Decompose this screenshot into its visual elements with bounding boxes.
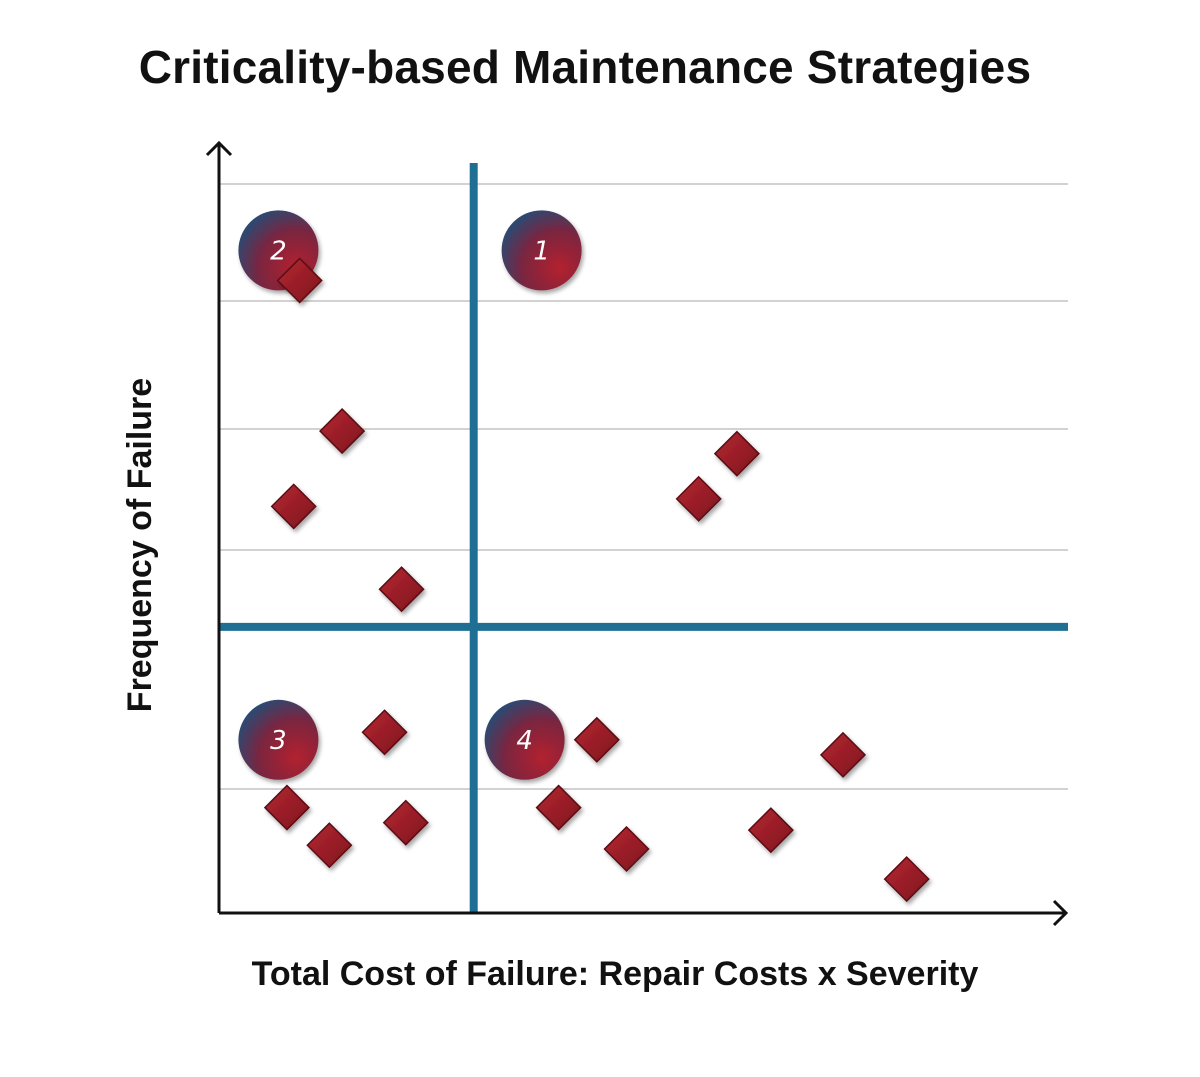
data-point-4: [378, 566, 425, 613]
data-point-15: [747, 807, 794, 854]
quadrant-badge-1: 1: [501, 210, 582, 291]
y-axis-arrow: [205, 140, 233, 157]
data-point-8: [263, 784, 310, 831]
data-point-11: [573, 716, 620, 763]
quadrant-badge-label: 3: [270, 726, 287, 756]
quadrant-dividers: [219, 163, 1068, 913]
data-point-6: [675, 475, 722, 522]
quadrant-badge-4: 4: [484, 699, 565, 780]
data-point-9: [306, 822, 353, 869]
quadrant-badge-circle: [484, 699, 565, 780]
x-axis-arrow: [1052, 899, 1069, 927]
chart-title: Criticality-based Maintenance Strategies: [138, 41, 1032, 93]
quadrant-badge-label: 4: [516, 726, 533, 756]
quadrant-badge-label: 1: [533, 236, 550, 266]
quadrant-badge-label: 2: [270, 236, 287, 266]
data-point-1: [276, 257, 323, 304]
data-point-2: [319, 408, 366, 455]
axes: [205, 140, 1069, 927]
y-axis-label: Frequency of Failure: [121, 377, 159, 713]
data-point-10: [382, 799, 429, 846]
quadrant-badges: 1 2 3 4: [238, 210, 582, 780]
data-points: [263, 257, 930, 903]
data-point-12: [535, 784, 582, 831]
data-point-14: [819, 731, 867, 778]
data-point-5: [713, 430, 760, 477]
quadrant-badge-circle: [238, 699, 319, 780]
data-point-16: [883, 856, 930, 903]
data-point-7: [361, 709, 408, 756]
quadrant-badge-3: 3: [238, 699, 319, 780]
quadrant-badge-circle: [501, 210, 582, 291]
x-axis-label: Total Cost of Failure: Repair Costs x Se…: [251, 955, 979, 993]
data-point-13: [603, 825, 650, 873]
data-point-3: [270, 483, 317, 530]
grid-lines: [219, 183, 1068, 790]
